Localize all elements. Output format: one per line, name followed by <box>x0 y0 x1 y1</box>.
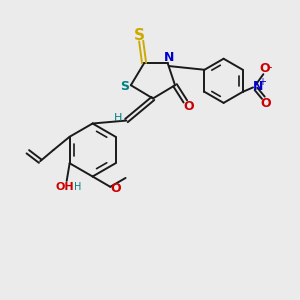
Text: H: H <box>74 182 82 192</box>
Text: H: H <box>114 112 122 123</box>
Text: S: S <box>134 28 145 43</box>
Text: O: O <box>260 62 270 75</box>
Text: O: O <box>110 182 121 195</box>
Text: N: N <box>164 51 174 64</box>
Text: O: O <box>260 97 271 110</box>
Text: O: O <box>183 100 194 113</box>
Text: S: S <box>120 80 129 93</box>
Text: N: N <box>253 80 263 93</box>
Text: +: + <box>258 77 266 87</box>
Text: OH: OH <box>56 182 74 192</box>
Text: -: - <box>268 61 272 74</box>
